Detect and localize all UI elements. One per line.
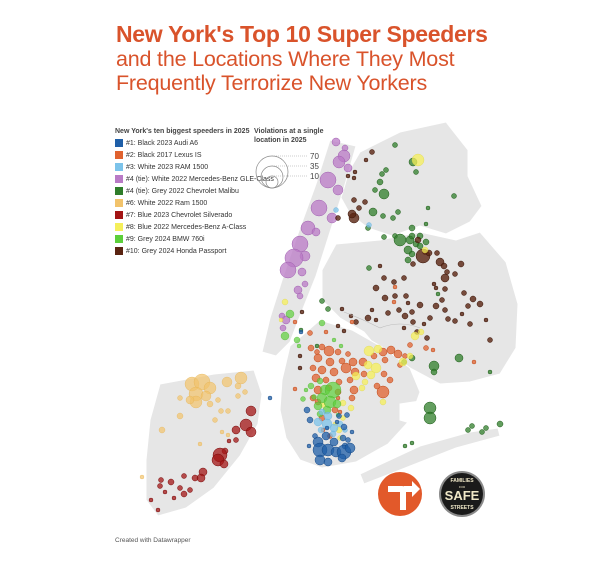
legend-label: #10: Grey 2024 Honda Passport <box>126 248 227 255</box>
legend-swatch <box>115 211 123 219</box>
legend-heading: New York's ten biggest speeders in 2025 <box>115 128 250 135</box>
logo-streets-text: STREETS <box>450 505 474 511</box>
staten-island-shape <box>145 369 263 517</box>
legend-label: #4 (tie): Grey 2022 Chevrolet Malibu <box>126 188 239 195</box>
legend-swatch <box>115 139 123 147</box>
legend-label: #2: Black 2017 Lexus IS <box>126 152 202 159</box>
legend-label: #6: White 2022 Ram 1500 <box>126 200 208 207</box>
datawrapper-credit: Created with Datawrapper <box>115 537 191 544</box>
families-for-safe-streets-logo: FAMILIES FOR SAFE STREETS <box>439 471 485 517</box>
size-legend-circles: 70 35 10 <box>255 152 319 189</box>
legend-item-4b: #4 (tie): Grey 2022 Chevrolet Malibu <box>115 187 275 196</box>
bronx-shape <box>339 121 483 237</box>
legend-swatch <box>115 223 123 231</box>
sponsor-logos: FAMILIES FOR SAFE STREETS <box>378 466 498 531</box>
size-tick-70: 70 <box>310 152 319 161</box>
legend-label: #9: Grey 2024 BMW 760i <box>126 236 205 243</box>
logo-safe-text: SAFE <box>445 488 480 503</box>
size-tick-35: 35 <box>310 162 319 171</box>
legend-item-2: #2: Black 2017 Lexus IS <box>115 151 275 160</box>
chart-title: New York's Top 10 Super Speeders and the… <box>116 21 516 96</box>
series-mercedes-gle <box>278 137 353 332</box>
legend-swatch <box>115 247 123 255</box>
series-mercedes-a-class <box>278 153 429 441</box>
legend-item-6: #6: White 2022 Ram 1500 <box>115 199 275 208</box>
legend-swatch <box>115 199 123 207</box>
legend-label: #1: Black 2023 Audi A6 <box>126 140 198 147</box>
legend-swatch <box>115 187 123 195</box>
title-line-3: Frequently Terrorize New Yorkers <box>116 71 428 95</box>
legend-label: #4 (tie): White 2022 Mercedes-Benz GLE-C… <box>126 176 274 183</box>
size-legend-heading: Violations at a single location in 2025 <box>254 128 324 144</box>
series-bmw-760i <box>280 309 344 418</box>
size-legend: Violations at a single location in 2025 … <box>254 127 334 189</box>
series-ram-1500-tan <box>139 371 248 480</box>
legend-label: #8: Blue 2022 Mercedes-Benz A-Class <box>126 224 247 231</box>
legend-item-4a: #4 (tie): White 2022 Mercedes-Benz GLE-C… <box>115 175 275 184</box>
logo-for-text: FOR <box>459 485 466 489</box>
transportation-alternatives-logo <box>378 472 422 516</box>
size-tick-10: 10 <box>310 172 319 181</box>
legend-item-1: #1: Black 2023 Audi A6 <box>115 139 275 148</box>
legend-label: #7: Blue 2023 Chevrolet Silverado <box>126 212 233 219</box>
series-chevrolet-silverado <box>148 405 257 513</box>
legend-item-8: #8: Blue 2022 Mercedes-Benz A-Class <box>115 223 275 232</box>
legend-swatch <box>115 151 123 159</box>
legend-item-3: #3: White 2023 RAM 1500 <box>115 163 275 172</box>
rockaway-shape <box>359 427 501 485</box>
series-honda-passport <box>297 149 493 371</box>
legend-swatch <box>115 235 123 243</box>
legend-swatch <box>115 163 123 171</box>
logo-families-text: FAMILIES <box>450 478 474 484</box>
east-river-line <box>343 311 421 329</box>
legend-swatch <box>115 175 123 183</box>
series-audi-a6 <box>267 329 356 467</box>
legend-item-9: #9: Grey 2024 BMW 760i <box>115 235 275 244</box>
legend-item-10: #10: Grey 2024 Honda Passport <box>115 247 275 256</box>
legend-item-7: #7: Blue 2023 Chevrolet Silverado <box>115 211 275 220</box>
color-legend: New York's ten biggest speeders in 2025 … <box>115 127 275 259</box>
title-line-1: New York's Top 10 Super Speeders <box>116 21 488 47</box>
title-line-2: and the Locations Where They Most <box>116 47 455 71</box>
legend-label: #3: White 2023 RAM 1500 <box>126 164 209 171</box>
